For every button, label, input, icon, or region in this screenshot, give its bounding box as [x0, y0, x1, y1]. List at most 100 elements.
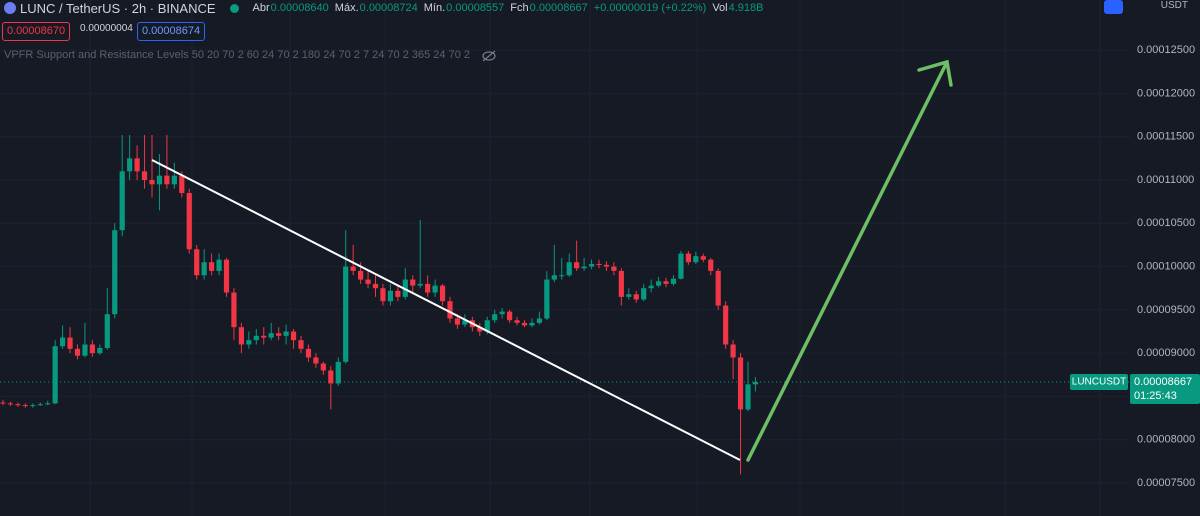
candle-body	[186, 192, 192, 250]
candle-body	[521, 322, 528, 326]
candle-body	[97, 347, 103, 354]
sell-button[interactable]: 0.00008670	[2, 22, 71, 41]
market-status[interactable]	[229, 3, 239, 13]
candle-body	[134, 158, 140, 172]
candle-body	[425, 283, 431, 293]
candle-body	[700, 256, 706, 260]
spread: 0.00000004	[80, 23, 133, 34]
candle-body	[201, 262, 207, 276]
candle-body	[648, 285, 654, 289]
candle-body	[559, 275, 565, 277]
candle-body	[752, 381, 759, 385]
price-tag: 0.00008667	[1134, 376, 1192, 388]
candle-body	[104, 314, 110, 348]
candle-body	[737, 357, 744, 410]
compare-button[interactable]	[1104, 0, 1123, 14]
symbol[interactable]: LUNC / TetherUS · 2h · BINANCE	[20, 0, 216, 16]
candle-body	[603, 264, 610, 267]
candle-body	[685, 253, 691, 263]
hide-icon[interactable]	[481, 50, 497, 62]
low-label: Mín.	[423, 2, 446, 14]
candle-body	[380, 288, 386, 302]
candle-body	[730, 344, 736, 358]
candle-body	[723, 305, 729, 345]
candle-body	[119, 171, 125, 231]
candle-body	[82, 344, 88, 356]
candle-body	[626, 294, 632, 297]
candle-body	[320, 363, 326, 371]
candle-body	[149, 179, 155, 185]
candle-body	[37, 404, 43, 406]
candle-body	[611, 266, 617, 271]
candle-body	[693, 256, 699, 263]
candle-body	[335, 361, 341, 384]
candle-body	[641, 288, 647, 300]
candle-body	[492, 314, 498, 321]
candle-body	[670, 278, 677, 284]
candle-body	[678, 253, 684, 279]
candle-body	[343, 266, 349, 362]
candle-body	[283, 331, 289, 336]
candle-body	[633, 294, 639, 300]
candle-body	[544, 279, 550, 319]
candle-body	[52, 346, 58, 404]
currency-menu[interactable]: USDT	[1160, 0, 1188, 11]
candle-body	[313, 357, 319, 364]
candle-body	[216, 259, 222, 271]
volume-label: Vol	[712, 2, 728, 14]
candle-body	[290, 331, 297, 341]
candle-body	[298, 340, 304, 349]
y-tick-label: 0.00010000	[1137, 260, 1195, 272]
arrow-shaft	[746, 62, 948, 462]
candle-body	[209, 262, 215, 271]
candle-body	[574, 262, 580, 269]
y-tick-label: 0.00008000	[1137, 434, 1195, 446]
candle-body	[261, 335, 267, 338]
change-value: +0.00000019 (+0.22%)	[593, 2, 707, 14]
candle-body	[715, 270, 721, 306]
candle-body	[358, 270, 364, 280]
candle-body	[477, 327, 483, 332]
y-tick-label: 0.00009500	[1137, 304, 1195, 316]
candle-body	[395, 290, 401, 297]
candle-body	[454, 318, 461, 325]
y-tick-label: 0.00012000	[1137, 87, 1195, 99]
candle-body	[507, 311, 513, 321]
candle-body	[410, 279, 416, 286]
legend-row: LUNC / TetherUS · 2h · BINANCE Abr 0.000…	[4, 0, 769, 16]
y-tick-label: 0.00007500	[1137, 477, 1195, 489]
y-tick-label: 0.00012500	[1137, 44, 1195, 56]
candle-body	[253, 335, 259, 341]
candle-body	[387, 290, 393, 302]
candle-body	[432, 285, 438, 293]
candle-body	[439, 285, 446, 302]
open-label: Abr	[252, 2, 270, 14]
indicator-legend[interactable]: VPFR Support and Resistance Levels 50 20…	[4, 49, 471, 61]
volume-value: 4.918B	[728, 2, 764, 14]
candle-body	[179, 175, 185, 193]
arrow	[746, 59, 953, 462]
candle-body	[596, 263, 602, 265]
low-value: 0.00008557	[446, 2, 505, 14]
candle-body	[89, 344, 95, 354]
candles	[0, 134, 759, 475]
candle-body	[22, 405, 28, 407]
candle-body	[156, 175, 163, 185]
symbol-icon	[4, 2, 16, 14]
candle-body	[529, 322, 535, 326]
candle-body	[350, 266, 356, 271]
candle-body	[141, 171, 148, 180]
buy-button[interactable]: 0.00008674	[137, 22, 206, 41]
candle-body	[194, 249, 200, 276]
candle-body	[536, 318, 542, 323]
candle-body	[246, 340, 252, 345]
price-tag-bg	[1130, 373, 1200, 404]
candle-body	[618, 270, 624, 297]
candle-body	[45, 403, 51, 405]
candle-body	[656, 281, 662, 286]
open-value: 0.00008640	[270, 2, 329, 14]
horizontal-grid	[0, 49, 1130, 484]
candle-body	[708, 259, 714, 271]
arrow-head	[917, 59, 953, 87]
